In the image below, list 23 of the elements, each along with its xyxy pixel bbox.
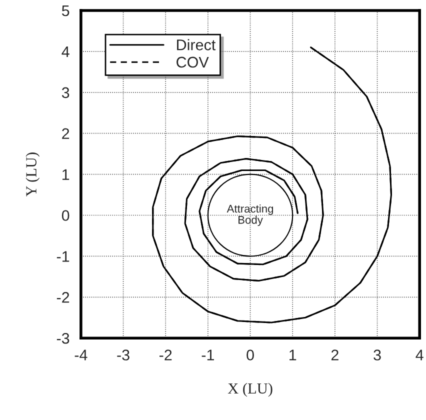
- legend-label: COV: [176, 56, 209, 68]
- y-tick-label: 3: [62, 87, 70, 98]
- x-tick-label: 2: [331, 350, 338, 360]
- x-tick-label: 4: [416, 350, 424, 360]
- x-tick-label: -2: [159, 350, 172, 360]
- y-tick-label: 1: [62, 169, 70, 180]
- annotation: Attracting Body: [226, 204, 274, 226]
- y-tick-label: 4: [62, 46, 70, 57]
- y-axis-title: Y (LU): [26, 152, 40, 197]
- x-tick-label: -1: [202, 350, 214, 360]
- x-tick-label: 0: [246, 350, 254, 360]
- y-tick-label: -3: [56, 332, 70, 344]
- y-tick-label: -2: [56, 292, 70, 303]
- x-tick-label: 1: [290, 350, 296, 360]
- legend-label: Direct: [177, 39, 216, 50]
- y-tick-label: -1: [56, 251, 70, 262]
- y-tick-label: 0: [62, 210, 70, 221]
- x-tick-label: -3: [117, 350, 130, 360]
- x-tick-label: -4: [74, 350, 88, 360]
- x-tick-label: 3: [374, 350, 381, 360]
- y-tick-label: 5: [62, 6, 70, 16]
- y-tick-label: 2: [62, 128, 70, 139]
- x-axis-title: X (LU): [228, 382, 272, 397]
